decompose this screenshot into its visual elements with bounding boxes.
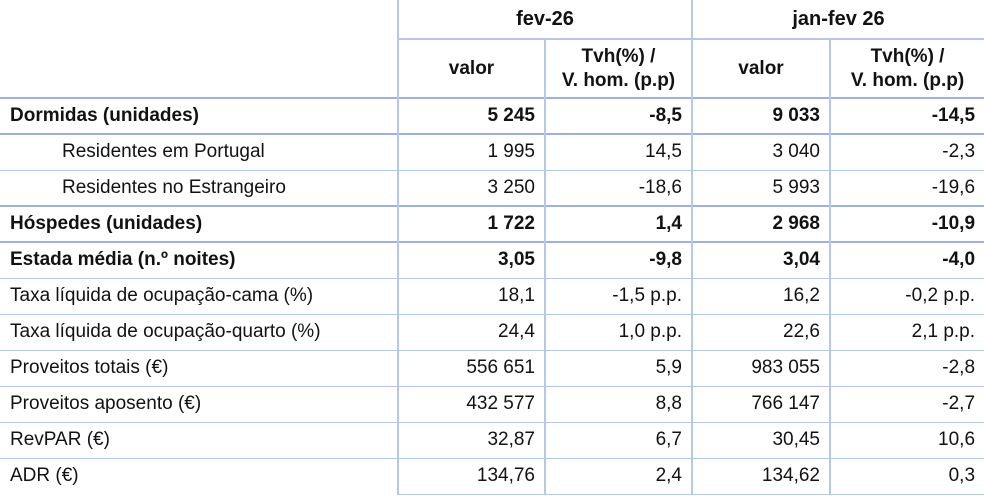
cell-valor-fev: 134,76 xyxy=(397,457,545,495)
cell-tvh-fev: 14,5 xyxy=(544,133,692,170)
cell-valor-janfev: 3,04 xyxy=(691,241,830,278)
header-valor-janfev: valor xyxy=(691,39,830,98)
cell-tvh-fev: 6,7 xyxy=(544,421,692,458)
cell-tvh-fev: -9,8 xyxy=(544,241,692,278)
cell-tvh-janfev: -19,6 xyxy=(828,169,984,206)
cell-valor-janfev: 983 055 xyxy=(691,349,830,386)
table-row-taxa-ocupacao-quarto: Taxa líquida de ocupação-quarto (%) 24,4… xyxy=(0,313,984,350)
cell-valor-janfev: 30,45 xyxy=(691,421,830,458)
table-row-residentes-estrangeiro: Residentes no Estrangeiro 3 250 -18,6 5 … xyxy=(0,169,984,206)
cell-valor-janfev: 2 968 xyxy=(691,205,830,242)
table-row-adr: ADR (€) 134,76 2,4 134,62 0,3 xyxy=(0,457,984,495)
cell-tvh-fev: 2,4 xyxy=(544,457,692,495)
corner-cell xyxy=(0,0,398,39)
cell-valor-janfev: 766 147 xyxy=(691,385,830,422)
row-label: Residentes no Estrangeiro xyxy=(0,169,398,206)
cell-tvh-fev: 5,9 xyxy=(544,349,692,386)
cell-valor-janfev: 9 033 xyxy=(691,97,830,134)
header-tvh-line2: V. hom. (p.p) xyxy=(561,69,676,91)
column-group-jan-fev-26: jan-fev 26 xyxy=(690,0,984,40)
cell-valor-fev: 24,4 xyxy=(397,313,545,350)
row-label: Proveitos totais (€) xyxy=(0,349,398,386)
cell-tvh-janfev: 0,3 xyxy=(828,457,984,495)
cell-valor-janfev: 134,62 xyxy=(691,457,830,495)
cell-valor-janfev: 16,2 xyxy=(691,277,830,314)
row-label: Dormidas (unidades) xyxy=(0,97,398,134)
cell-tvh-janfev: -0,2 p.p. xyxy=(828,277,984,314)
cell-tvh-fev: 1,0 p.p. xyxy=(544,313,692,350)
cell-tvh-janfev: -2,3 xyxy=(828,133,984,170)
row-label: Residentes em Portugal xyxy=(0,133,398,170)
table-row-hospedes: Hóspedes (unidades) 1 722 1,4 2 968 -10,… xyxy=(0,205,984,242)
cell-valor-fev: 432 577 xyxy=(397,385,545,422)
header-tvh-janfev: Tvh(%) / V. hom. (p.p) xyxy=(828,39,984,98)
cell-tvh-janfev: 10,6 xyxy=(828,421,984,458)
header-tvh-line1: Tvh(%) / xyxy=(870,45,945,67)
header-tvh-fev: Tvh(%) / V. hom. (p.p) xyxy=(544,39,692,98)
cell-valor-janfev: 5 993 xyxy=(691,169,830,206)
cell-valor-fev: 18,1 xyxy=(397,277,545,314)
column-group-header-row: fev-26 jan-fev 26 xyxy=(0,0,984,40)
header-tvh-line1: Tvh(%) / xyxy=(581,45,656,67)
row-label: Hóspedes (unidades) xyxy=(0,205,398,242)
table-row-residentes-portugal: Residentes em Portugal 1 995 14,5 3 040 … xyxy=(0,133,984,170)
cell-tvh-janfev: 2,1 p.p. xyxy=(828,313,984,350)
cell-tvh-fev: 8,8 xyxy=(544,385,692,422)
cell-valor-fev: 3 250 xyxy=(397,169,545,206)
cell-tvh-fev: -18,6 xyxy=(544,169,692,206)
row-label: ADR (€) xyxy=(0,457,398,494)
row-label: Taxa líquida de ocupação-cama (%) xyxy=(0,277,398,314)
cell-valor-fev: 556 651 xyxy=(397,349,545,386)
cell-tvh-janfev: -2,8 xyxy=(828,349,984,386)
cell-valor-fev: 5 245 xyxy=(397,97,545,134)
cell-tvh-fev: 1,4 xyxy=(544,205,692,242)
row-label: Estada média (n.º noites) xyxy=(0,241,398,278)
sub-header-row: valor Tvh(%) / V. hom. (p.p) valor Tvh(%… xyxy=(0,39,984,98)
table-row-estada-media: Estada média (n.º noites) 3,05 -9,8 3,04… xyxy=(0,241,984,278)
table-row-revpar: RevPAR (€) 32,87 6,7 30,45 10,6 xyxy=(0,421,984,458)
table-row-dormidas: Dormidas (unidades) 5 245 -8,5 9 033 -14… xyxy=(0,97,984,134)
cell-valor-fev: 1 995 xyxy=(397,133,545,170)
row-label: Proveitos aposento (€) xyxy=(0,385,398,422)
cell-valor-fev: 3,05 xyxy=(397,241,545,278)
cell-valor-janfev: 22,6 xyxy=(691,313,830,350)
row-label: RevPAR (€) xyxy=(0,421,398,458)
cell-valor-fev: 32,87 xyxy=(397,421,545,458)
table-row-proveitos-totais: Proveitos totais (€) 556 651 5,9 983 055… xyxy=(0,349,984,386)
cell-tvh-fev: -1,5 p.p. xyxy=(544,277,692,314)
cell-tvh-janfev: -10,9 xyxy=(828,205,984,242)
column-group-fev-26: fev-26 xyxy=(397,0,692,40)
header-valor-fev: valor xyxy=(397,39,545,98)
cell-tvh-janfev: -2,7 xyxy=(828,385,984,422)
cell-tvh-janfev: -14,5 xyxy=(828,97,984,134)
cell-tvh-janfev: -4,0 xyxy=(828,241,984,278)
row-label: Taxa líquida de ocupação-quarto (%) xyxy=(0,313,398,350)
cell-tvh-fev: -8,5 xyxy=(544,97,692,134)
cell-valor-janfev: 3 040 xyxy=(691,133,830,170)
table-row-taxa-ocupacao-cama: Taxa líquida de ocupação-cama (%) 18,1 -… xyxy=(0,277,984,314)
corner-cell-2 xyxy=(0,39,398,98)
table-row-proveitos-aposento: Proveitos aposento (€) 432 577 8,8 766 1… xyxy=(0,385,984,422)
header-tvh-line2: V. hom. (p.p) xyxy=(850,69,965,91)
cell-valor-fev: 1 722 xyxy=(397,205,545,242)
